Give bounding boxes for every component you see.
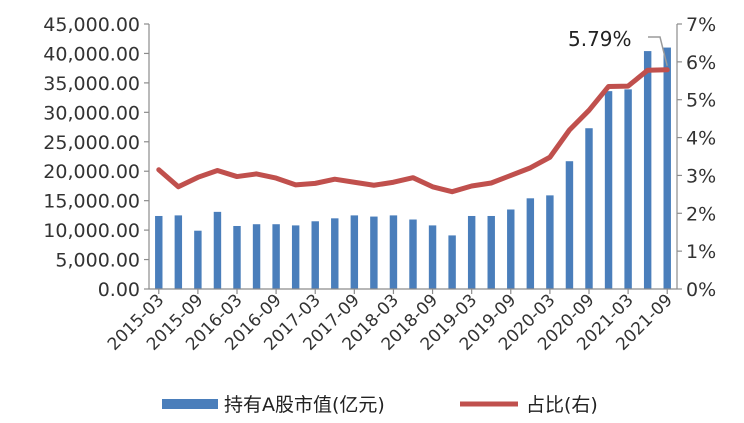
- legend-bar-swatch: [162, 399, 218, 409]
- bar: [467, 215, 476, 289]
- bar: [331, 218, 339, 289]
- bar: [448, 235, 456, 289]
- x-axis: 2015-032015-092016-032016-092017-032017-…: [104, 288, 677, 355]
- legend-bar-label: 持有A股市值(亿元): [224, 394, 385, 416]
- bar: [252, 224, 261, 289]
- right-tick-label: 0%: [686, 279, 716, 301]
- annotation: 5.79%: [568, 27, 668, 66]
- bar: [643, 51, 652, 290]
- right-tick-label: 1%: [686, 241, 716, 263]
- bar: [428, 225, 437, 289]
- bar: [663, 47, 671, 290]
- right-tick-label: 7%: [686, 14, 716, 36]
- bar: [585, 128, 593, 289]
- legend-line-label: 占比(右): [526, 394, 598, 416]
- left-tick-label: 5,000.00: [55, 250, 140, 272]
- bar: [487, 215, 495, 289]
- left-tick-label: 35,000.00: [43, 73, 140, 95]
- left-tick-label: 10,000.00: [43, 220, 140, 242]
- left-tick-label: 40,000.00: [43, 43, 140, 65]
- annotation-leader-line: [648, 36, 668, 66]
- series-line: [156, 67, 670, 195]
- bar: [546, 195, 554, 289]
- bar: [409, 219, 417, 289]
- annotation-label: 5.79%: [568, 27, 632, 51]
- bar: [389, 215, 398, 289]
- left-tick-label: 30,000.00: [43, 102, 140, 124]
- bar: [526, 198, 535, 289]
- left-tick-label: 25,000.00: [43, 132, 140, 154]
- left-tick-label: 45,000.00: [43, 14, 140, 36]
- left-tick-label: 0.00: [98, 279, 140, 301]
- bar: [155, 215, 163, 289]
- bar: [291, 225, 300, 289]
- plot-area: [155, 47, 671, 290]
- right-tick-label: 3%: [686, 165, 716, 187]
- right-y-axis: 0% 1% 2% 3% 4% 5% 6% 7%: [676, 14, 716, 301]
- bar: [194, 230, 202, 289]
- bar: [507, 209, 515, 289]
- right-tick-label: 2%: [686, 203, 716, 225]
- bar: [565, 161, 574, 289]
- bar: [624, 89, 632, 290]
- left-y-axis: 0.00 5,000.00 10,000.00 15,000.00 20,000.00 2…: [43, 14, 150, 301]
- right-tick-label: 5%: [686, 90, 716, 112]
- bar: [311, 221, 319, 289]
- right-tick-label: 4%: [686, 128, 716, 150]
- bar: [604, 91, 613, 289]
- legend: 持有A股市值(亿元) 占比(右): [162, 394, 598, 416]
- bar: [272, 224, 280, 289]
- bar: [213, 211, 222, 289]
- bar: [350, 215, 359, 289]
- bar: [233, 225, 241, 289]
- left-tick-label: 20,000.00: [43, 161, 140, 183]
- bar: [370, 216, 378, 289]
- bar: [174, 215, 183, 289]
- right-tick-label: 6%: [686, 52, 716, 74]
- left-tick-label: 15,000.00: [43, 191, 140, 213]
